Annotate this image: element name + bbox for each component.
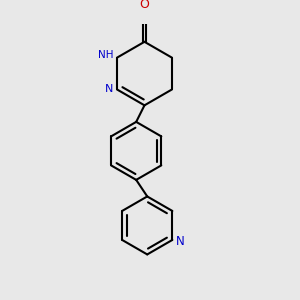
Text: O: O — [140, 0, 149, 11]
Text: NH: NH — [98, 50, 114, 61]
Text: N: N — [176, 235, 184, 248]
Text: N: N — [105, 84, 114, 94]
